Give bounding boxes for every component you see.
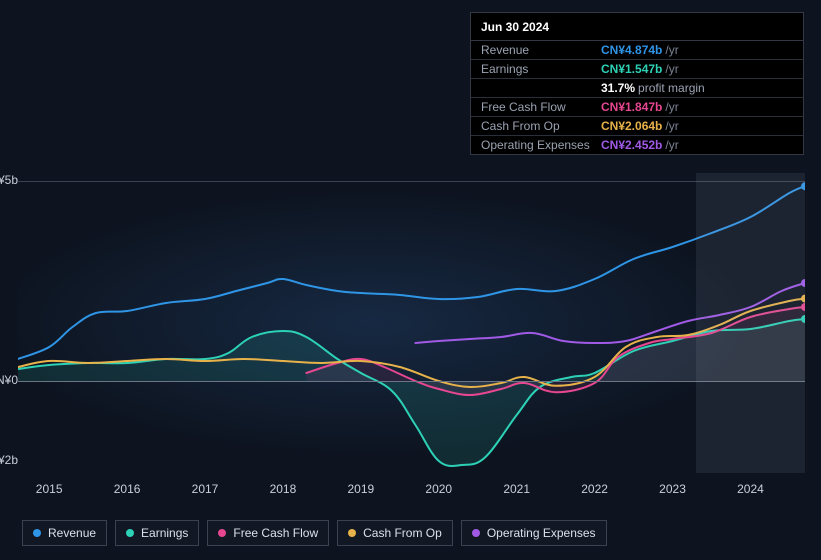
y-tick-label: CN¥5b <box>0 173 18 187</box>
x-tick-label: 2023 <box>659 482 686 496</box>
tooltip-row: Free Cash FlowCN¥1.847b/yr <box>471 98 803 117</box>
legend-dot-icon <box>348 529 356 537</box>
gridline <box>18 181 805 182</box>
tooltip-label: Operating Expenses <box>481 138 601 152</box>
legend-dot-icon <box>33 529 41 537</box>
legend-item[interactable]: Operating Expenses <box>461 520 607 546</box>
tooltip-value: CN¥1.547b <box>601 62 662 76</box>
tooltip-row: Operating ExpensesCN¥2.452b/yr <box>471 136 803 154</box>
tooltip-unit: /yr <box>665 138 678 152</box>
tooltip-value: CN¥1.847b <box>601 100 662 114</box>
x-tick-label: 2020 <box>425 482 452 496</box>
legend-dot-icon <box>126 529 134 537</box>
legend-dot-icon <box>472 529 480 537</box>
hover-tooltip: Jun 30 2024 RevenueCN¥4.874b/yrEarningsC… <box>470 12 804 155</box>
tooltip-extra-value: 31.7% <box>601 81 635 95</box>
legend-dot-icon <box>218 529 226 537</box>
legend-label: Free Cash Flow <box>233 526 318 540</box>
x-tick-label: 2016 <box>114 482 141 496</box>
legend-item[interactable]: Cash From Op <box>337 520 453 546</box>
plot-area <box>18 173 805 473</box>
legend-label: Revenue <box>48 526 96 540</box>
tooltip-extra-text: profit margin <box>638 81 705 95</box>
zero-line <box>18 381 805 382</box>
tooltip-date: Jun 30 2024 <box>471 13 803 41</box>
legend-item[interactable]: Revenue <box>22 520 107 546</box>
tooltip-value: CN¥2.064b <box>601 119 662 133</box>
tooltip-unit: /yr <box>665 43 678 57</box>
x-tick-label: 2022 <box>581 482 608 496</box>
financials-chart[interactable]: CN¥5bCN¥0-CN¥2b 201520162017201820192020… <box>18 160 805 495</box>
tooltip-value: CN¥4.874b <box>601 43 662 57</box>
tooltip-unit: /yr <box>665 100 678 114</box>
tooltip-row: Cash From OpCN¥2.064b/yr <box>471 117 803 136</box>
legend-label: Cash From Op <box>363 526 442 540</box>
tooltip-value: CN¥2.452b <box>601 138 662 152</box>
x-tick-label: 2021 <box>503 482 530 496</box>
chart-svg <box>18 173 805 473</box>
tooltip-label: Earnings <box>481 62 601 76</box>
legend-item[interactable]: Earnings <box>115 520 199 546</box>
tooltip-unit: /yr <box>665 62 678 76</box>
hover-band <box>696 173 805 473</box>
x-tick-label: 2015 <box>36 482 63 496</box>
x-tick-label: 2018 <box>270 482 297 496</box>
x-tick-label: 2024 <box>737 482 764 496</box>
x-tick-label: 2017 <box>192 482 219 496</box>
y-tick-label: CN¥0 <box>0 373 18 387</box>
series-line <box>18 186 805 359</box>
x-tick-label: 2019 <box>347 482 374 496</box>
tooltip-row: RevenueCN¥4.874b/yr <box>471 41 803 60</box>
y-tick-label: -CN¥2b <box>0 453 18 467</box>
tooltip-label: Cash From Op <box>481 119 601 133</box>
tooltip-row-extra: 31.7%profit margin <box>471 79 803 98</box>
chart-legend: Revenue Earnings Free Cash Flow Cash From O… <box>22 520 607 546</box>
legend-label: Operating Expenses <box>487 526 596 540</box>
tooltip-label: Free Cash Flow <box>481 100 601 114</box>
tooltip-unit: /yr <box>665 119 678 133</box>
tooltip-label: Revenue <box>481 43 601 57</box>
legend-label: Earnings <box>141 526 188 540</box>
tooltip-row: EarningsCN¥1.547b/yr <box>471 60 803 79</box>
legend-item[interactable]: Free Cash Flow <box>207 520 329 546</box>
